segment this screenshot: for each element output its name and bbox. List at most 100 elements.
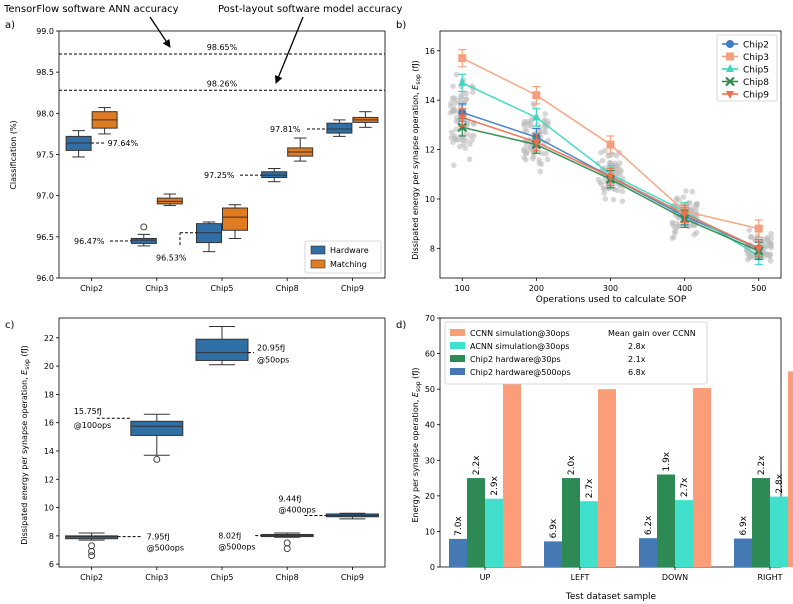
- legend-marker-chip3: [726, 52, 734, 61]
- gain-label: 1.9x: [662, 451, 672, 471]
- sample-point: [600, 185, 607, 192]
- panel-a-label: a): [5, 20, 15, 31]
- legend-box: [444, 321, 708, 385]
- legend-mean-gain: 2.1x: [628, 355, 646, 364]
- sample-point: [523, 156, 529, 163]
- sample-point: [610, 196, 617, 203]
- panel-b-y-ticklabel: 16: [425, 47, 435, 56]
- panel-d-ylabel: Energy per synapse operation, Esop (fJ): [411, 367, 422, 522]
- series-point-chip9: [532, 139, 541, 148]
- bar-acnn-simulation-30ops-down: [675, 500, 693, 567]
- sample-point: [527, 120, 533, 126]
- sample-point: [454, 97, 461, 103]
- sample-point: [669, 220, 676, 227]
- sample-point: [522, 120, 528, 127]
- series-point-chip5: [458, 77, 467, 86]
- annotation-chip9-ops: @400ops: [278, 506, 315, 515]
- panel-c-chip2-outlier: [88, 552, 96, 560]
- annotation-chip9-value: 9.44fJ: [278, 495, 301, 504]
- sample-point: [463, 130, 470, 137]
- legend-title: Mean gain over CCNN: [608, 329, 696, 338]
- sample-point: [758, 240, 765, 246]
- panel-b-y-ticklabel: 12: [425, 146, 435, 155]
- sample-point: [544, 156, 551, 163]
- panel-a-hardware-chip9-box: [326, 122, 353, 134]
- panel-c-y-ticklabel: 10: [44, 504, 54, 513]
- panel-c-y-ticklabel: 8: [49, 532, 54, 541]
- sample-point: [748, 234, 754, 241]
- sample-point: [457, 143, 463, 150]
- bar-acnn-simulation-30ops-right: [770, 496, 788, 567]
- series-point-chip9: [680, 210, 689, 219]
- bar-ccnn-simulation-30ops-down: [693, 388, 711, 567]
- panel-c-chip8-outlier: [283, 545, 291, 553]
- sample-point: [459, 91, 466, 98]
- panel-c-y-ticklabel: 12: [44, 475, 54, 484]
- sample-point: [531, 103, 538, 109]
- annotation-chip5: 96.53%: [156, 253, 187, 262]
- annotation-chip8-ops: @500ops: [218, 543, 255, 552]
- annotation-chip8: 97.25%: [204, 171, 235, 180]
- sample-point: [602, 147, 608, 154]
- panel-c-x-ticklabel: Chip2: [80, 573, 103, 582]
- bar-chip2-hardware-30ps-down: [657, 474, 675, 567]
- legend-swatch: [450, 329, 465, 336]
- gain-label: 6.2x: [644, 515, 654, 535]
- annotation-chip3-ops: @100ops: [74, 421, 111, 430]
- sample-point: [612, 160, 618, 166]
- panel-a-x-ticklabel: Chip8: [276, 284, 299, 293]
- sample-point: [524, 128, 530, 134]
- bar-ccnn-simulation-30ops-up: [503, 370, 521, 567]
- panel-c-x-ticklabel: Chip8: [276, 573, 299, 582]
- sample-point: [766, 252, 773, 259]
- panel-b-label: b): [396, 20, 406, 31]
- sample-point: [680, 194, 687, 200]
- sample-point: [683, 188, 689, 194]
- panel-c-chart: 6 8 10 12 14 16 18 20 22 Chip2 Chip3 Chip5 Chip8 Chip…: [20, 317, 386, 582]
- panel-b-ylabel: Dissipated energy per synapse operation,…: [411, 60, 422, 260]
- panel-d-y-ticklabel: 60: [425, 350, 435, 359]
- panel-b-x-ticklabel: 300: [603, 284, 618, 293]
- bar-chip2-hardware-500ops-left: [544, 541, 562, 567]
- sample-point: [607, 152, 613, 159]
- legend-marker-chip5: [726, 64, 734, 72]
- tf-arrow: [149, 16, 171, 48]
- series-point-chip9: [458, 114, 467, 123]
- sample-point: [537, 168, 544, 175]
- series-point-chip3: [606, 140, 615, 149]
- sample-point: [542, 111, 548, 117]
- panel-d-chart: 0 10 20 30 40 50 60 70 UP 7.0x 2.2x 2.9x LEFT 6.9x 2.0…: [411, 314, 793, 602]
- legend-label-chip8: Chip8: [743, 78, 769, 88]
- panel-b-x-ticklabel: 400: [677, 284, 692, 293]
- annotation-chip3: 96.47%: [74, 237, 105, 246]
- legend-swatch: [450, 342, 465, 349]
- sample-point: [542, 129, 549, 136]
- sample-point: [674, 220, 680, 227]
- panel-d-y-ticklabel: 30: [425, 456, 435, 465]
- sample-point: [672, 228, 678, 235]
- sample-point: [764, 234, 770, 241]
- sample-point: [595, 176, 602, 183]
- sample-point: [599, 157, 606, 164]
- annotation-chip8-value: 8.02fJ: [218, 532, 241, 541]
- bar-chip2-hardware-500ops-up: [449, 538, 467, 567]
- annotation-chip9: 97.81%: [270, 125, 301, 134]
- legend-label-chip3: Chip3: [743, 53, 769, 63]
- sample-point: [466, 156, 473, 163]
- panel-a-x-ticklabel: Chip2: [80, 284, 103, 293]
- sample-point: [767, 258, 774, 264]
- sample-point: [617, 171, 623, 178]
- series-point-chip5: [532, 112, 541, 121]
- series-point-chip3: [458, 54, 467, 63]
- gain-label: 2.0x: [567, 455, 577, 475]
- sample-point: [539, 150, 545, 157]
- panel-a-y-ticklabel: 98.5: [36, 68, 54, 77]
- bar-chip2-hardware-500ops-down: [639, 538, 657, 567]
- panel-b-x-ticklabel: 100: [455, 284, 470, 293]
- gain-label: 2.2x: [472, 455, 482, 475]
- postlayout-annotation: Post-layout software model accuracy: [218, 4, 403, 15]
- postlayout-arrow: [274, 16, 304, 84]
- panel-a-matching-chip5-box: [222, 207, 248, 231]
- panel-b-y-ticklabel: 10: [425, 195, 435, 204]
- panel-c-chip5-box: [195, 338, 249, 361]
